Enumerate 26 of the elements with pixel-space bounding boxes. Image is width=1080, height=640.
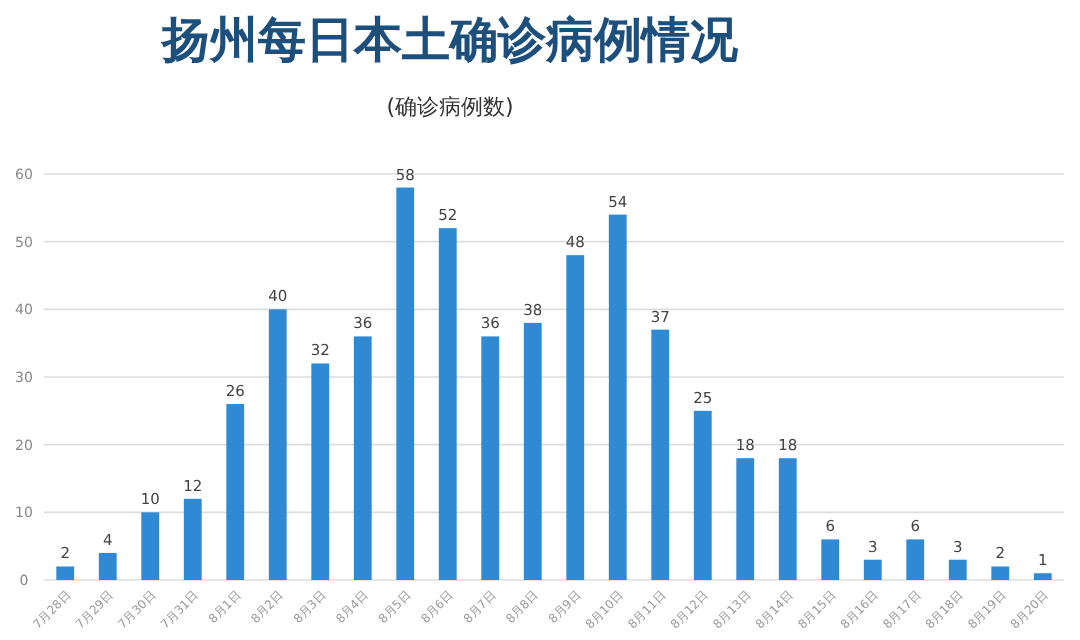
bar <box>608 214 627 580</box>
bar <box>268 309 287 580</box>
bar <box>481 336 500 580</box>
bar <box>1033 573 1052 580</box>
bar <box>693 410 712 580</box>
bar <box>396 187 415 580</box>
bar <box>438 228 457 580</box>
bar <box>651 329 670 580</box>
bar <box>778 458 797 580</box>
bar <box>183 498 202 580</box>
bar <box>311 363 330 580</box>
bar <box>141 512 160 580</box>
bar <box>56 566 75 580</box>
bar <box>821 539 840 580</box>
bar <box>948 559 967 580</box>
bar <box>991 566 1010 580</box>
bar <box>226 404 245 580</box>
bar <box>523 322 542 580</box>
chart-title: 扬州每日本土确诊病例情况 <box>160 12 740 68</box>
chart-subtitle: (确诊病例数) <box>386 94 514 120</box>
bar <box>906 539 925 580</box>
bar <box>736 458 755 580</box>
bar <box>863 559 882 580</box>
bar <box>98 552 117 580</box>
bar <box>566 255 585 580</box>
bar <box>353 336 372 580</box>
